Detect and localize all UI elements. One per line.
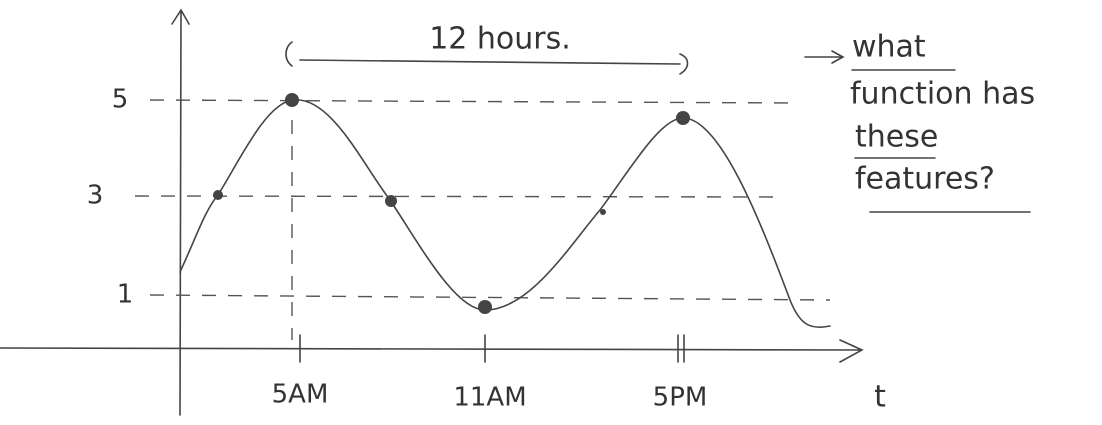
- arrow: [805, 51, 843, 63]
- question-line: these: [855, 120, 938, 155]
- question-line: features?: [855, 162, 995, 197]
- question-line: what: [852, 30, 926, 65]
- question-line: function has: [850, 77, 1035, 112]
- point: [213, 190, 223, 200]
- dashed-line: [150, 100, 800, 103]
- x-label: 5PM: [653, 383, 708, 413]
- y-label: 1: [117, 280, 134, 310]
- y-axis: [172, 10, 189, 415]
- point: [385, 195, 397, 207]
- x-label: 5AM: [272, 380, 329, 410]
- y-label: 3: [87, 181, 104, 211]
- sketch: 12 hours. 5 3 1 5AM 11AM 5PM t what func…: [0, 0, 1102, 425]
- point: [600, 209, 606, 215]
- curve: [180, 100, 830, 328]
- point: [478, 300, 492, 314]
- dashed-line: [135, 196, 780, 197]
- points: [213, 93, 690, 314]
- x-variable: t: [874, 380, 886, 415]
- x-label: 11AM: [453, 383, 526, 413]
- y-label: 5: [112, 85, 129, 115]
- dashed-line: [150, 295, 830, 300]
- x-axis: [0, 340, 862, 362]
- point: [285, 93, 299, 107]
- period-label: 12 hours.: [429, 22, 571, 57]
- point: [676, 111, 690, 125]
